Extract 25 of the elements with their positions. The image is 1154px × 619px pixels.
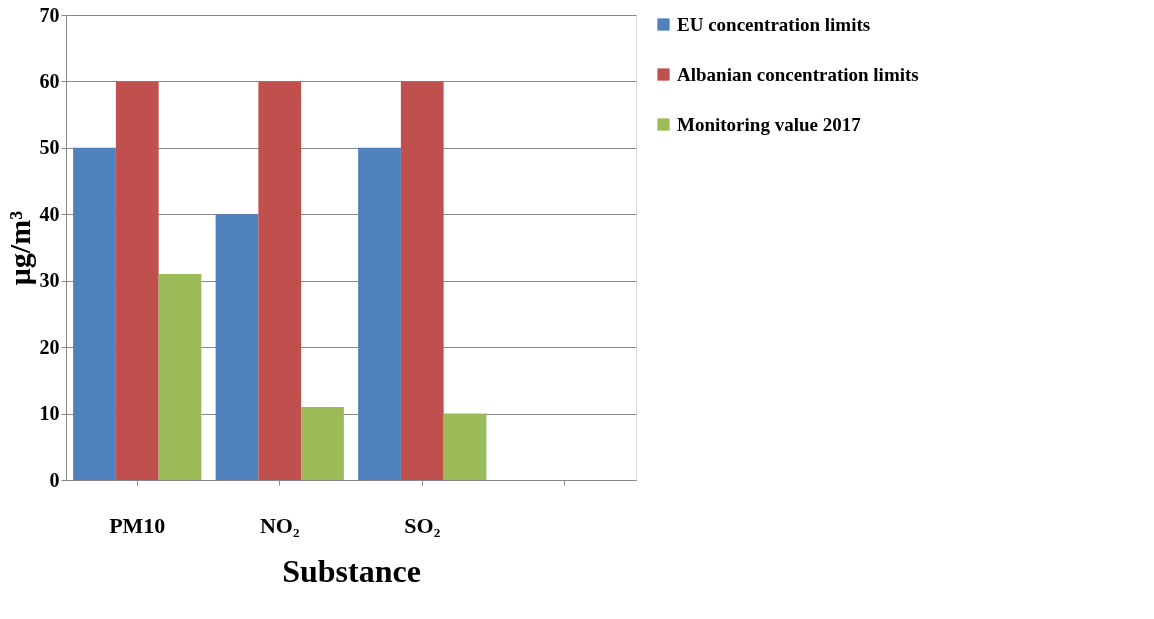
bar — [443, 413, 487, 480]
bar — [258, 81, 302, 480]
bar — [215, 214, 259, 480]
bar — [158, 274, 202, 480]
x-axis-title: Substance — [282, 552, 421, 589]
bar — [73, 147, 116, 480]
x-tick-label: PM10 — [109, 512, 166, 538]
bar — [358, 147, 401, 480]
y-tick-label: 70 — [39, 3, 60, 26]
y-tick-label: 30 — [39, 269, 60, 292]
y-axis-title: μg/m³ — [2, 210, 36, 286]
y-tick-label: 50 — [39, 136, 60, 159]
legend-label: EU concentration limits — [677, 13, 871, 35]
legend-label: Albanian concentration limits — [677, 63, 919, 85]
bar — [400, 81, 444, 480]
y-tick-label: 20 — [39, 335, 60, 358]
bar — [301, 406, 344, 480]
x-tick-label: NO₂ — [259, 512, 300, 538]
bar — [115, 81, 159, 480]
y-tick-label: 40 — [39, 202, 60, 225]
y-tick-label: 60 — [39, 69, 60, 92]
legend-label: Monitoring value 2017 — [677, 113, 862, 135]
x-tick-label: SO₂ — [404, 512, 441, 538]
y-tick-label: 0 — [49, 468, 60, 491]
y-tick-label: 10 — [39, 402, 60, 425]
